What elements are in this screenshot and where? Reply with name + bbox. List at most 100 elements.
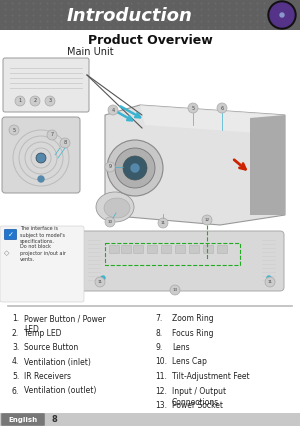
Circle shape (170, 285, 180, 295)
Text: 9.: 9. (155, 343, 162, 352)
FancyBboxPatch shape (110, 245, 119, 253)
Circle shape (47, 130, 57, 140)
Text: 10.: 10. (155, 357, 167, 366)
Circle shape (217, 103, 227, 113)
Circle shape (9, 125, 19, 135)
Circle shape (108, 105, 118, 115)
Circle shape (16, 97, 24, 105)
Text: 10: 10 (107, 220, 112, 224)
Text: English: English (8, 417, 38, 423)
FancyBboxPatch shape (1, 413, 45, 426)
Circle shape (270, 3, 294, 27)
Circle shape (105, 217, 115, 227)
Text: Product Overview: Product Overview (88, 34, 212, 46)
Text: Focus Ring: Focus Ring (172, 328, 214, 337)
Text: 11.: 11. (155, 372, 167, 381)
Text: Power Button / Power
LED: Power Button / Power LED (24, 314, 106, 334)
FancyBboxPatch shape (148, 245, 158, 253)
Text: 9: 9 (109, 164, 112, 170)
Circle shape (31, 97, 39, 105)
Circle shape (202, 215, 212, 225)
Circle shape (273, 6, 291, 24)
Text: IR Receivers: IR Receivers (24, 372, 71, 381)
Circle shape (46, 97, 54, 105)
Circle shape (123, 156, 147, 180)
Text: ✓: ✓ (8, 231, 14, 238)
Text: Do not block
projector in/out air
vents.: Do not block projector in/out air vents. (20, 244, 66, 262)
Text: 13.: 13. (155, 401, 167, 410)
Text: 5.: 5. (12, 372, 19, 381)
Text: Zoom Ring: Zoom Ring (172, 314, 214, 323)
Circle shape (115, 148, 155, 188)
Text: 1: 1 (18, 98, 22, 104)
Text: 4.: 4. (12, 357, 19, 366)
Text: 13: 13 (172, 288, 178, 292)
FancyBboxPatch shape (161, 245, 172, 253)
Text: 8.: 8. (155, 328, 162, 337)
Text: Introduction: Introduction (67, 7, 193, 25)
Text: Lens Cap: Lens Cap (172, 357, 207, 366)
Text: Input / Output
Connections: Input / Output Connections (172, 386, 226, 406)
Circle shape (265, 277, 275, 287)
FancyBboxPatch shape (3, 58, 89, 112)
FancyBboxPatch shape (134, 245, 143, 253)
Circle shape (30, 96, 40, 106)
Text: 11: 11 (98, 280, 103, 284)
Circle shape (267, 276, 271, 280)
Text: 8: 8 (63, 141, 67, 146)
Ellipse shape (104, 198, 130, 218)
Text: Power Socket: Power Socket (172, 401, 223, 410)
FancyBboxPatch shape (176, 245, 185, 253)
Circle shape (60, 138, 70, 148)
Bar (0, 413, 300, 426)
Text: 11: 11 (268, 280, 272, 284)
Text: 12.: 12. (155, 386, 167, 395)
Text: 6.: 6. (12, 386, 19, 395)
Circle shape (276, 9, 288, 21)
Polygon shape (105, 105, 285, 225)
Text: Main Unit: Main Unit (67, 47, 113, 57)
Circle shape (95, 277, 105, 287)
Circle shape (15, 96, 25, 106)
Text: Ventilation (inlet): Ventilation (inlet) (24, 357, 91, 366)
Text: 7.: 7. (155, 314, 162, 323)
Circle shape (280, 13, 284, 17)
FancyBboxPatch shape (2, 117, 80, 193)
Circle shape (268, 1, 296, 29)
Circle shape (279, 12, 285, 18)
Polygon shape (250, 115, 285, 215)
FancyBboxPatch shape (190, 245, 200, 253)
Text: Lens: Lens (172, 343, 190, 352)
Text: The interface is
subject to model's
specifications.: The interface is subject to model's spec… (20, 226, 65, 244)
Text: 4: 4 (111, 107, 115, 112)
Circle shape (36, 153, 46, 163)
Text: 1.: 1. (12, 314, 19, 323)
Circle shape (38, 176, 44, 182)
Text: 6: 6 (220, 106, 224, 110)
Text: Source Button: Source Button (24, 343, 78, 352)
Circle shape (107, 140, 163, 196)
FancyBboxPatch shape (218, 245, 227, 253)
Text: 7: 7 (50, 132, 54, 138)
Circle shape (188, 103, 198, 113)
Text: 12: 12 (204, 218, 210, 222)
Text: 3: 3 (48, 98, 52, 104)
Text: 5: 5 (191, 106, 195, 110)
Circle shape (131, 164, 139, 172)
Polygon shape (140, 105, 285, 135)
Ellipse shape (96, 192, 134, 222)
Circle shape (105, 162, 115, 172)
Circle shape (45, 96, 55, 106)
Text: 5: 5 (12, 127, 16, 132)
Text: 11: 11 (160, 221, 166, 225)
Text: ◇: ◇ (4, 250, 10, 256)
Text: Tilt-Adjustment Feet: Tilt-Adjustment Feet (172, 372, 250, 381)
Text: Ventilation (outlet): Ventilation (outlet) (24, 386, 96, 395)
Circle shape (158, 218, 168, 228)
Text: 2: 2 (33, 98, 37, 104)
FancyBboxPatch shape (203, 245, 214, 253)
FancyBboxPatch shape (122, 245, 131, 253)
Text: 3.: 3. (12, 343, 19, 352)
FancyBboxPatch shape (0, 226, 84, 302)
Text: 8: 8 (52, 415, 58, 424)
